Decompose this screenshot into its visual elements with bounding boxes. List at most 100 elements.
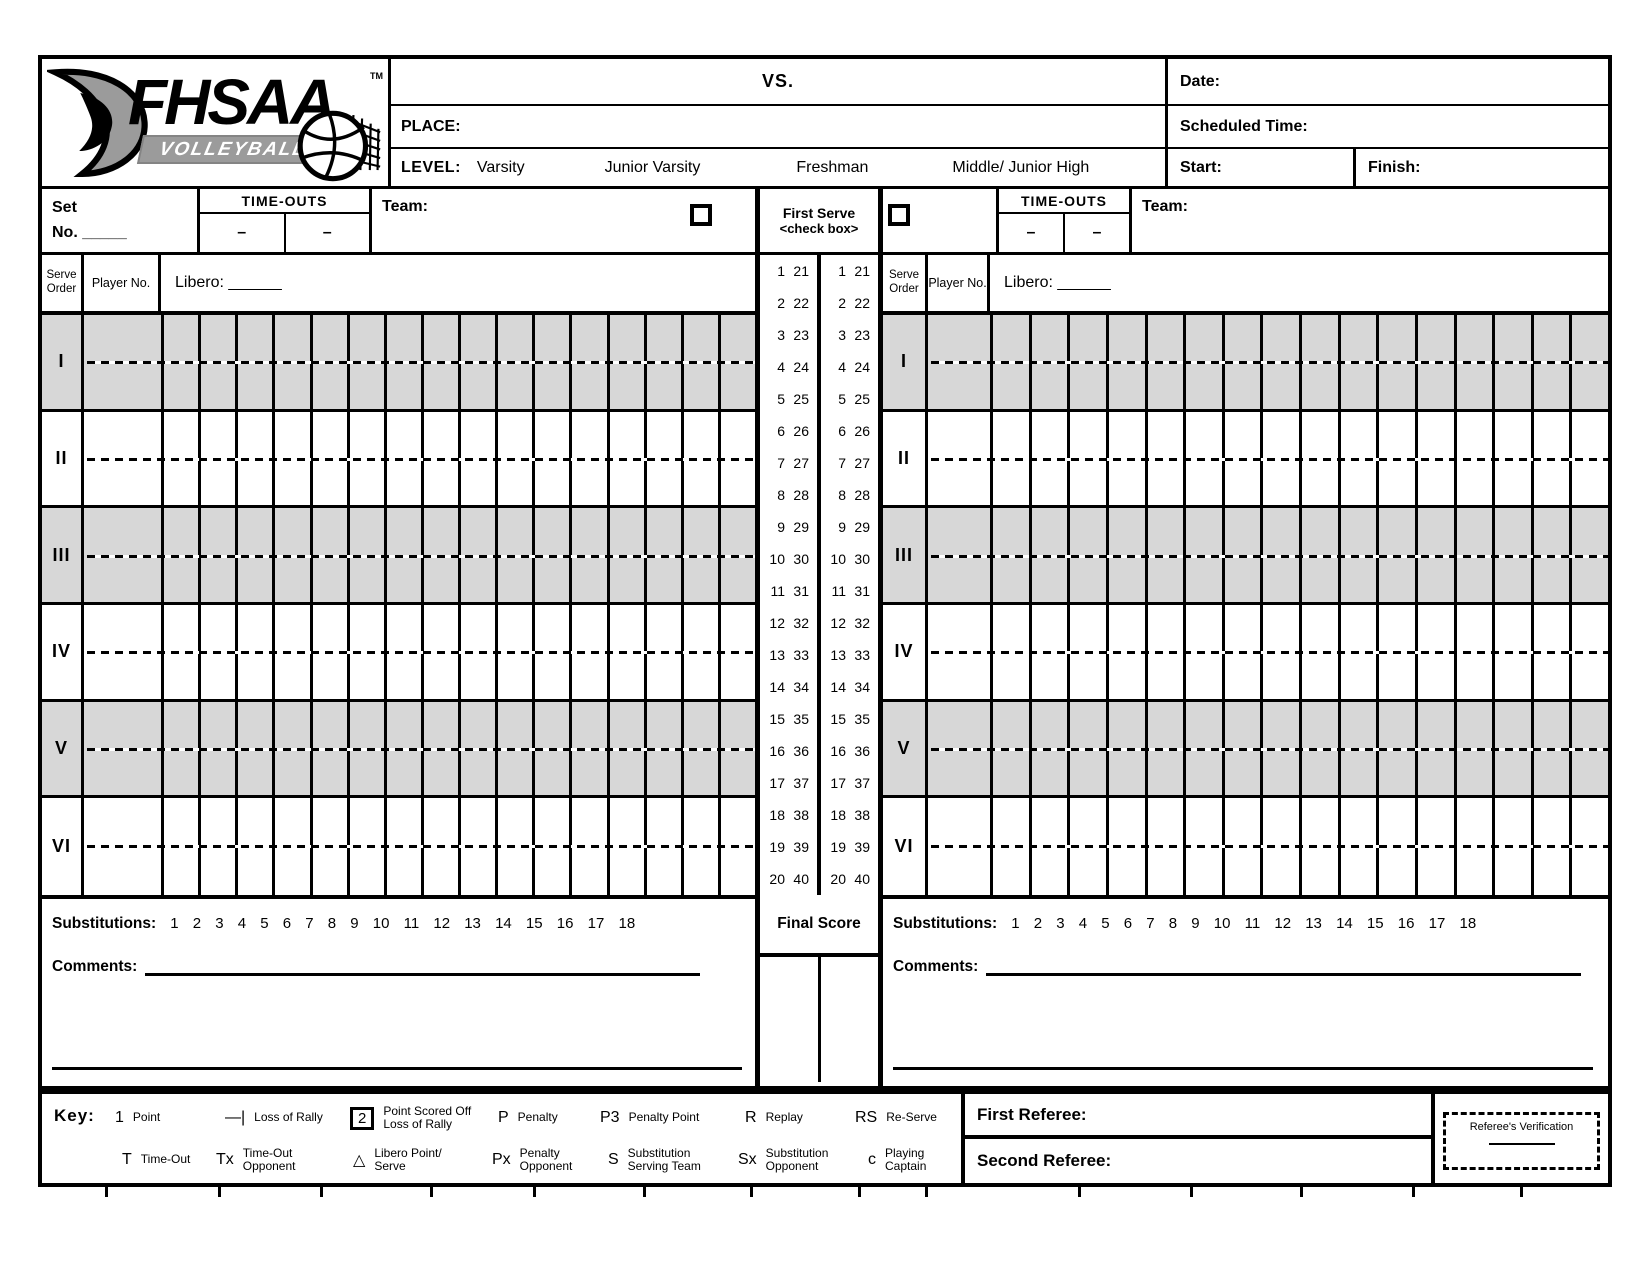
first-serve-numbers[interactable]: 15 35 (817, 703, 878, 735)
final-score-cell-left[interactable] (760, 957, 818, 1082)
serve-number[interactable]: 1 (838, 263, 846, 279)
libero-field-left[interactable]: Libero: ______ (175, 274, 282, 291)
serve-number[interactable]: 34 (793, 679, 809, 695)
serve-number[interactable]: 36 (854, 743, 870, 759)
serve-number[interactable]: 35 (854, 711, 870, 727)
serve-number[interactable]: 27 (793, 455, 809, 471)
first-serve-checkbox-left[interactable] (690, 204, 712, 226)
serve-number[interactable]: 19 (769, 839, 785, 855)
final-score-cell-right[interactable] (817, 957, 879, 1082)
serve-number[interactable]: 29 (854, 519, 870, 535)
referee-verification-stamp[interactable]: Referee's Verification (1443, 1112, 1600, 1170)
second-referee-field[interactable]: Second Referee: (965, 1139, 1431, 1183)
serve-number[interactable]: 9 (838, 519, 846, 535)
first-serve-numbers[interactable]: 4 24 (760, 351, 817, 383)
serve-number[interactable]: 5 (838, 391, 846, 407)
serve-number[interactable]: 23 (854, 327, 870, 343)
serve-number[interactable]: 32 (854, 615, 870, 631)
first-serve-numbers[interactable]: 1 21 (760, 255, 817, 287)
serve-number[interactable]: 39 (793, 839, 809, 855)
serve-number[interactable]: 8 (838, 487, 846, 503)
serve-number[interactable]: 21 (854, 263, 870, 279)
serve-number[interactable]: 26 (793, 423, 809, 439)
serve-number[interactable]: 10 (769, 551, 785, 567)
first-serve-numbers[interactable]: 15 35 (760, 703, 817, 735)
serve-number[interactable]: 3 (777, 327, 785, 343)
first-serve-numbers[interactable]: 9 29 (760, 511, 817, 543)
serve-number[interactable]: 32 (793, 615, 809, 631)
serve-number[interactable]: 28 (793, 487, 809, 503)
first-serve-numbers[interactable]: 8 28 (817, 479, 878, 511)
timeout-slot[interactable]: – (283, 214, 370, 252)
serve-number[interactable]: 20 (830, 871, 846, 887)
team-name-field-right[interactable]: Team: (1132, 189, 1608, 252)
serve-number[interactable]: 15 (830, 711, 846, 727)
serve-number[interactable]: 31 (854, 583, 870, 599)
serve-number[interactable]: 38 (793, 807, 809, 823)
level-option-junior-varsity[interactable]: Junior Varsity (604, 158, 701, 176)
first-serve-numbers[interactable]: 6 26 (760, 415, 817, 447)
serve-number[interactable]: 38 (854, 807, 870, 823)
first-serve-numbers[interactable]: 18 38 (817, 799, 878, 831)
first-serve-numbers[interactable]: 12 32 (817, 607, 878, 639)
finish-field[interactable]: Finish: (1356, 149, 1608, 186)
serve-number[interactable]: 30 (793, 551, 809, 567)
first-serve-numbers[interactable]: 11 31 (760, 575, 817, 607)
serve-number[interactable]: 29 (793, 519, 809, 535)
serve-number[interactable]: 14 (769, 679, 785, 695)
first-serve-numbers[interactable]: 5 25 (760, 383, 817, 415)
first-serve-checkbox-right[interactable] (888, 204, 910, 226)
serve-number[interactable]: 24 (793, 359, 809, 375)
serve-number[interactable]: 11 (770, 583, 785, 599)
first-serve-numbers[interactable]: 17 37 (760, 767, 817, 799)
first-serve-numbers[interactable]: 10 30 (817, 543, 878, 575)
date-row[interactable]: Date: (1168, 59, 1608, 106)
first-serve-numbers[interactable]: 3 23 (760, 319, 817, 351)
serve-number[interactable]: 40 (793, 871, 809, 887)
serve-number[interactable]: 15 (769, 711, 785, 727)
serve-number[interactable]: 25 (793, 391, 809, 407)
first-serve-numbers[interactable]: 10 30 (760, 543, 817, 575)
first-serve-numbers[interactable]: 14 34 (760, 671, 817, 703)
comments-line-2[interactable] (893, 1067, 1593, 1070)
first-serve-numbers[interactable]: 5 25 (817, 383, 878, 415)
serve-number[interactable]: 33 (854, 647, 870, 663)
serve-number[interactable]: 6 (838, 423, 846, 439)
serve-number[interactable]: 2 (838, 295, 846, 311)
serve-number[interactable]: 16 (769, 743, 785, 759)
serve-number[interactable]: 35 (793, 711, 809, 727)
level-option-varsity[interactable]: Varsity (476, 158, 525, 176)
set-number-field[interactable]: Set No. _____ (42, 189, 200, 252)
libero-field-right[interactable]: Libero: ______ (1004, 274, 1111, 291)
first-serve-numbers[interactable]: 14 34 (817, 671, 878, 703)
serve-number[interactable]: 37 (854, 775, 870, 791)
start-field[interactable]: Start: (1168, 149, 1356, 186)
first-serve-numbers[interactable]: 16 36 (817, 735, 878, 767)
first-serve-numbers[interactable]: 12 32 (760, 607, 817, 639)
first-serve-numbers[interactable]: 20 40 (760, 863, 817, 895)
first-serve-numbers[interactable]: 2 22 (817, 287, 878, 319)
serve-number[interactable]: 18 (830, 807, 846, 823)
first-serve-numbers[interactable]: 13 33 (760, 639, 817, 671)
serve-number[interactable]: 6 (777, 423, 785, 439)
comments-line[interactable] (986, 957, 1582, 976)
serve-number[interactable]: 7 (838, 455, 846, 471)
substitution-numbers[interactable]: 1 2 3 4 5 6 7 8 9 10 11 12 13 14 15 16 1… (1011, 915, 1477, 932)
first-serve-numbers[interactable]: 7 27 (817, 447, 878, 479)
first-serve-numbers[interactable]: 2 22 (760, 287, 817, 319)
serve-number[interactable]: 26 (854, 423, 870, 439)
serve-number[interactable]: 16 (830, 743, 846, 759)
serve-number[interactable]: 23 (793, 327, 809, 343)
serve-number[interactable]: 10 (830, 551, 846, 567)
first-serve-numbers[interactable]: 1 21 (817, 255, 878, 287)
first-serve-numbers[interactable]: 18 38 (760, 799, 817, 831)
serve-number[interactable]: 5 (777, 391, 785, 407)
serve-number[interactable]: 12 (830, 615, 846, 631)
serve-number[interactable]: 12 (769, 615, 785, 631)
serve-number[interactable]: 27 (854, 455, 870, 471)
level-option-freshman[interactable]: Freshman (796, 158, 869, 176)
serve-number[interactable]: 8 (777, 487, 785, 503)
serve-number[interactable]: 30 (854, 551, 870, 567)
serve-number[interactable]: 18 (769, 807, 785, 823)
serve-number[interactable]: 4 (838, 359, 846, 375)
